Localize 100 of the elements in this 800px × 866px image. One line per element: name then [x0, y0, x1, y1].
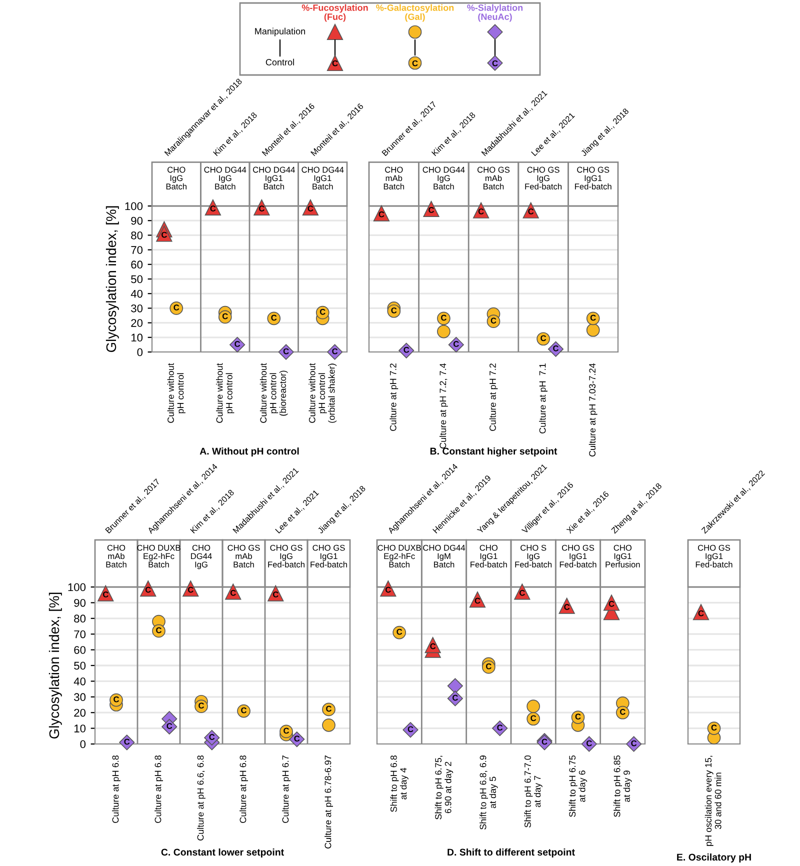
x-tick-label: Culture at pH 6.78-6.97 [324, 756, 333, 848]
text: C [492, 60, 498, 66]
x-tick-label: Shift to pH 6.8, 6.9 at day 5 [480, 756, 498, 830]
y-axis-title: Glycosylation index, [%] [106, 206, 119, 352]
x-tick-label: Culture at pH 6.7 [282, 756, 290, 823]
y-tick-label: 90 [131, 216, 143, 225]
data-label: C [528, 208, 534, 214]
data-label: C [497, 724, 503, 731]
data-label: C [404, 346, 410, 353]
data-label: C [608, 600, 614, 607]
data-label: C [408, 726, 414, 732]
text: C [332, 60, 338, 66]
text: C. Constant lower setpoint [161, 848, 284, 858]
text: CHO IgG1 Fed-batch [470, 544, 507, 568]
x-tick-label: Culture at pH 7.2 [390, 364, 398, 431]
data-label: C [241, 707, 247, 714]
text: C [412, 60, 418, 66]
y-tick-label: 80 [131, 231, 143, 240]
y-tick-label: 20 [131, 319, 143, 327]
y-tick-label: 100 [68, 583, 86, 592]
y-tick-label: 70 [131, 246, 143, 254]
data-label: C [396, 628, 402, 635]
text: CHO DG44 IgG Batch [204, 166, 246, 190]
text: CHO DUXB Eg2-hFc Batch [378, 544, 421, 568]
y-tick-label: 30 [131, 304, 143, 312]
x-tick-label: Shift to pH 6.85 at day 9 [614, 755, 632, 817]
x-tick-label: Culture at pH 7.2, 7.4 [439, 363, 448, 448]
x-tick-label: pH oscilation every 15, 30 and 60 min [704, 756, 722, 846]
data-label: C [156, 627, 162, 634]
data-label: C [166, 723, 172, 729]
data-label: C [586, 740, 592, 746]
data-label: C [386, 586, 391, 593]
data-label: C [102, 592, 108, 598]
data-label: C [234, 341, 240, 347]
data-label: C [631, 740, 637, 746]
data-label: C [326, 706, 332, 712]
data-label: C [542, 738, 548, 745]
text: %-Sialylation (NeuAc) [467, 4, 523, 22]
text: CHO DUXB Eg2-hFc Batch [137, 544, 180, 568]
data-label: C [320, 308, 326, 315]
text: CHO S IgG Fed-batch [515, 544, 552, 568]
data-label: C [530, 715, 536, 722]
text: %-Fucosylation (Fuc) [302, 4, 368, 22]
text: CHO DG44 IgG1 Batch [302, 166, 344, 190]
y-tick-label: 30 [74, 693, 86, 702]
data-label: C [124, 738, 130, 745]
text: D. Shift to different setpoint [448, 848, 575, 858]
data-label: C [198, 702, 204, 709]
text: CHO mAb Batch [384, 166, 404, 190]
data-label: C [575, 714, 581, 720]
y-tick-label: 10 [131, 334, 143, 342]
text: CHO DG44 IgG Batch [422, 166, 465, 190]
y-tick-label: 10 [74, 724, 86, 732]
x-tick-label: Shift to pH 6.8 at day 4 [390, 756, 408, 812]
text: B. Constant higher setpoint [430, 447, 558, 457]
x-tick-label: Culture at pH 7.1 [539, 364, 548, 434]
y-tick-label: 0 [137, 348, 143, 356]
text: CHO DG44 IgG1 Batch [252, 166, 295, 190]
data-label: C [620, 708, 626, 715]
y-tick-label: 40 [130, 290, 143, 298]
x-tick-label: Culture at pH 6.8 [240, 756, 248, 823]
x-tick-label: Culture at pH 7.03-7.24 [588, 363, 598, 456]
data-label: C [174, 304, 180, 310]
text: Manipulation [255, 28, 306, 36]
data-label: C [698, 610, 704, 616]
text: Control [266, 58, 294, 66]
data-label: C [486, 663, 492, 670]
y-axis-title: Glycosylation index, [%] [48, 592, 62, 739]
data-label: C [271, 314, 277, 321]
y-tick-label: 80 [74, 614, 86, 623]
data-label: C [332, 348, 338, 354]
data-label: C [490, 318, 496, 324]
data-label: C [230, 590, 236, 596]
data-label: C [114, 696, 120, 702]
text: CHO GS IgG1 Fed-batch [560, 544, 596, 568]
y-tick-label: 20 [74, 708, 86, 717]
data-label: C [441, 314, 446, 321]
x-tick-label: Culture at pH 7.2 [489, 364, 498, 431]
x-tick-label: Culture without pH control (orbital shaker) [308, 363, 337, 423]
text: A. Without pH control [200, 447, 299, 457]
y-tick-label: 50 [74, 662, 86, 670]
x-tick-label: Culture at pH 6.6, 6.8 [197, 756, 206, 840]
data-label: C [474, 598, 480, 604]
x-tick-label: Culture without pH control [167, 363, 186, 423]
text: E. Oscilatory pH [677, 853, 751, 863]
data-label: C [520, 590, 525, 596]
data-label: C [209, 734, 215, 740]
text: CHO DG44 IgM Batch [423, 544, 466, 568]
text: CHO IgG1 Perfusion [606, 544, 640, 568]
y-tick-label: 60 [74, 646, 86, 654]
data-label: C [478, 208, 484, 214]
data-label: C [453, 341, 459, 347]
text: %-Galactosylation (Gal) [376, 4, 454, 22]
data-label: C [145, 586, 151, 593]
data-label: C [428, 207, 434, 213]
y-tick-label: 70 [74, 630, 86, 638]
data-label: C [284, 728, 290, 734]
data-label: C [452, 694, 458, 701]
text: CHO GS mAb Batch [477, 166, 510, 190]
data-label: C [162, 232, 167, 238]
